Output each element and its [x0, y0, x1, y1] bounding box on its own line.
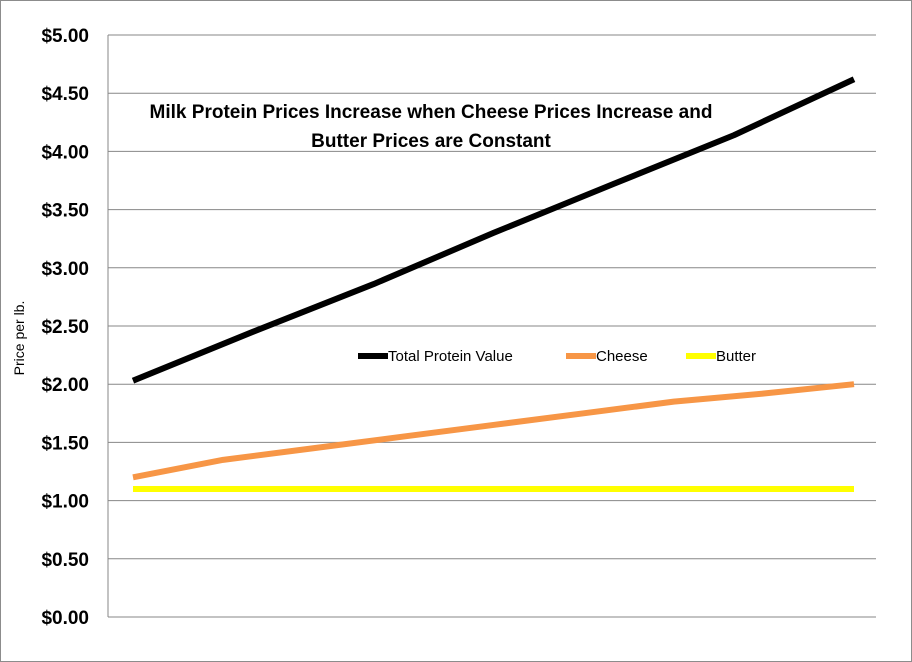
- series-line-cheese: [132, 381, 855, 481]
- y-tick-label: $5.00: [41, 26, 89, 47]
- y-tick-label: $2.00: [41, 375, 89, 396]
- y-tick-label: $1.50: [41, 433, 89, 454]
- y-axis-ticks: $0.00 $0.50 $1.00 $1.50 $2.00 $2.50 $3.00 $3.50…: [41, 26, 89, 629]
- legend: Total Protein Value Cheese Butter: [358, 348, 756, 365]
- chart-title-line: Milk Protein Prices Increase when Cheese…: [150, 102, 713, 123]
- y-tick-label: $3.00: [41, 259, 89, 280]
- y-tick-label: $1.00: [41, 492, 89, 513]
- series-lines: [131, 76, 856, 492]
- y-axis-label: Price per lb.: [11, 301, 27, 376]
- y-tick-label: $2.50: [41, 317, 89, 338]
- legend-label: Cheese: [596, 348, 648, 365]
- gridlines: [107, 34, 876, 618]
- chart-title: Milk Protein Prices Increase when Cheese…: [150, 102, 713, 152]
- chart-title-line: Butter Prices are Constant: [311, 131, 551, 152]
- legend-label: Butter: [716, 348, 756, 365]
- y-tick-label: $0.50: [41, 550, 89, 571]
- y-tick-label: $0.00: [41, 608, 89, 629]
- series-line-total-protein-value: [131, 76, 856, 384]
- y-tick-label: $3.50: [41, 201, 89, 222]
- y-tick-label: $4.00: [41, 142, 89, 163]
- legend-label: Total Protein Value: [388, 348, 513, 365]
- y-tick-label: $4.50: [41, 84, 89, 105]
